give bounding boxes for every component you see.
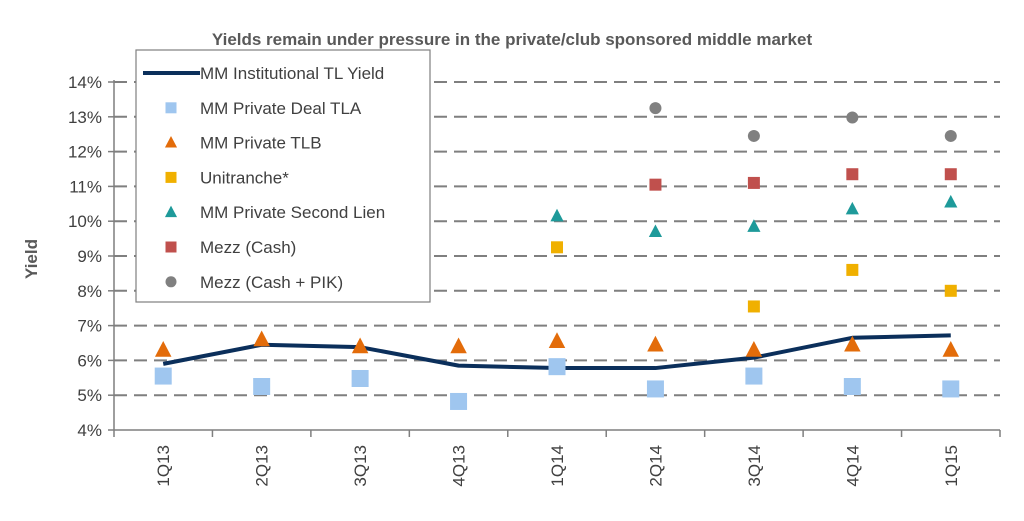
y-axis-title: Yield: [22, 239, 41, 279]
legend-label: Mezz (Cash): [200, 238, 296, 257]
legend-label: Unitranche*: [200, 168, 289, 187]
y-tick-label: 11%: [69, 177, 102, 196]
data-point: [944, 129, 957, 142]
data-point: [647, 335, 664, 352]
data-point: [450, 337, 467, 354]
y-tick-label: 8%: [77, 282, 102, 301]
series-2: [154, 330, 960, 357]
data-point: [253, 378, 271, 395]
data-point: [351, 337, 369, 354]
data-point: [942, 380, 960, 398]
data-point: [843, 378, 861, 395]
data-point: [944, 284, 957, 297]
legend-swatch: [165, 171, 177, 183]
x-tick-label: 1Q14: [548, 445, 567, 487]
legend-item: Mezz (Cash): [165, 238, 296, 257]
legend-item: MM Institutional TL Yield: [143, 64, 384, 83]
x-tick-label: 1Q13: [154, 445, 173, 487]
x-tick-label: 4Q14: [843, 445, 862, 487]
legend-label: MM Institutional TL Yield: [200, 64, 384, 83]
axes: [108, 80, 1001, 437]
y-tick-labels: 4% 5% 6% 7% 8% 9% 10% 11% 12% 13% 14%: [68, 73, 102, 440]
x-tick-label: 3Q14: [745, 445, 764, 487]
series-3: [551, 241, 957, 313]
legend-swatch: [165, 102, 177, 114]
legend-swatch: [165, 276, 177, 288]
y-tick-label: 12%: [68, 143, 102, 162]
data-point: [649, 178, 662, 191]
data-point: [846, 111, 859, 124]
legend-label: Mezz (Cash + PIK): [200, 273, 343, 292]
y-tick-label: 7%: [77, 317, 102, 336]
data-point: [548, 332, 566, 349]
series-6: [649, 102, 957, 142]
data-point: [648, 224, 663, 238]
y-tick-label: 9%: [77, 247, 102, 266]
y-tick-label: 4%: [77, 421, 102, 440]
legend-item: MM Private Deal TLA: [165, 99, 362, 118]
data-point: [844, 335, 861, 352]
y-tick-label: 14%: [68, 73, 102, 92]
y-tick-label: 5%: [77, 386, 102, 405]
data-point: [845, 201, 859, 215]
data-point: [747, 300, 760, 313]
data-point: [551, 241, 563, 254]
series: [154, 102, 960, 410]
legend-item: Mezz (Cash + PIK): [165, 273, 343, 292]
data-point: [646, 380, 664, 398]
legend-label: MM Private TLB: [200, 134, 322, 153]
x-tick-label: 1Q15: [942, 445, 961, 487]
data-point: [747, 176, 760, 189]
chart-title: Yields remain under pressure in the priv…: [212, 30, 813, 49]
legend-label: MM Private Deal TLA: [200, 99, 362, 118]
legend-item: MM Private Second Lien: [164, 203, 385, 222]
data-point: [154, 340, 172, 357]
x-tick-label: 4Q13: [450, 445, 469, 487]
data-point: [548, 358, 566, 376]
data-point: [745, 340, 763, 357]
x-tick-label: 2Q13: [253, 445, 272, 487]
data-point: [747, 129, 760, 142]
data-point: [942, 340, 960, 357]
legend-swatch: [164, 205, 178, 218]
legend-item: MM Private TLB: [164, 134, 322, 153]
data-point: [649, 102, 662, 115]
data-point: [745, 367, 763, 385]
series-1: [154, 358, 960, 410]
data-point: [747, 219, 761, 232]
data-point: [154, 367, 172, 385]
series-5: [649, 168, 957, 191]
x-tick-label: 3Q13: [351, 445, 370, 487]
data-point: [351, 369, 369, 387]
data-point: [846, 168, 859, 181]
series-4: [550, 194, 958, 238]
data-point: [944, 168, 957, 181]
y-tick-label: 10%: [68, 212, 102, 231]
y-tick-label: 13%: [68, 108, 102, 127]
data-point: [450, 392, 468, 410]
legend-swatch: [165, 241, 177, 253]
data-point: [846, 263, 859, 276]
legend: MM Institutional TL Yield MM Private Deal…: [135, 49, 431, 303]
legend-item: Unitranche*: [165, 168, 289, 187]
y-tick-label: 6%: [77, 351, 102, 370]
data-point: [944, 194, 958, 208]
data-point: [253, 330, 270, 347]
legend-label: MM Private Second Lien: [200, 203, 385, 222]
data-point: [550, 208, 564, 222]
x-tick-labels: 1Q13 2Q13 3Q13 4Q13 1Q14 2Q14 3Q14 4Q14 1Q15: [154, 445, 961, 487]
legend-box: [135, 49, 431, 303]
x-tick-label: 2Q14: [646, 445, 665, 487]
legend-swatch: [164, 136, 178, 148]
